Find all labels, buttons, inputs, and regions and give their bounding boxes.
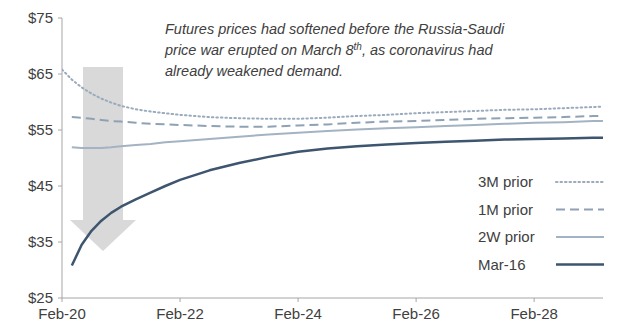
legend-label: 2W prior [478, 228, 535, 245]
y-axis [62, 18, 63, 298]
x-tick-label: Feb-24 [274, 305, 322, 322]
x-tick [180, 298, 181, 302]
x-tick [298, 298, 299, 302]
legend-swatch [556, 263, 604, 266]
plot-area [62, 70, 603, 266]
arrow [70, 67, 136, 251]
x-tick-label: Feb-20 [38, 305, 86, 322]
x-tick-label: Feb-22 [156, 305, 204, 322]
annotation-line: price war erupted on March 8th, as coron… [164, 41, 493, 59]
x-tick [62, 298, 63, 302]
x-tick-label: Feb-26 [392, 305, 440, 322]
series-line [72, 121, 603, 148]
legend-swatch [556, 209, 604, 211]
legend-swatch [556, 236, 604, 238]
x-axis [62, 298, 603, 299]
y-tick-label: $25 [28, 289, 53, 306]
chart: Futures prices had softened before the R… [0, 0, 638, 322]
y-tick-label: $35 [28, 233, 53, 250]
y-tick [58, 74, 62, 75]
legend-label: 1M prior [478, 201, 533, 218]
legend-label: 3M prior [478, 173, 533, 190]
y-tick-label: $55 [28, 121, 53, 138]
legend-swatch [556, 181, 604, 183]
legend-label: Mar-16 [478, 256, 526, 273]
series-line [72, 116, 603, 127]
y-tick [58, 298, 62, 299]
series-line [62, 70, 603, 119]
y-tick-label: $45 [28, 177, 53, 194]
y-tick [58, 242, 62, 243]
annotation-line: already weakened demand. [165, 63, 343, 79]
y-tick [58, 130, 62, 131]
y-tick [58, 186, 62, 187]
y-tick-label: $75 [28, 9, 53, 26]
y-tick-label: $65 [28, 65, 53, 82]
y-tick [58, 18, 62, 19]
annotation-line: Futures prices had softened before the R… [165, 21, 505, 37]
annotation: Futures prices had softened before the R… [164, 21, 505, 79]
series-line [72, 138, 603, 266]
superscript: th [354, 41, 363, 52]
x-tick [416, 298, 417, 302]
x-tick [534, 298, 535, 302]
x-tick-label: Feb-28 [510, 305, 558, 322]
legend: 3M prior 1M prior 2W prior Mar-16 [478, 173, 604, 273]
